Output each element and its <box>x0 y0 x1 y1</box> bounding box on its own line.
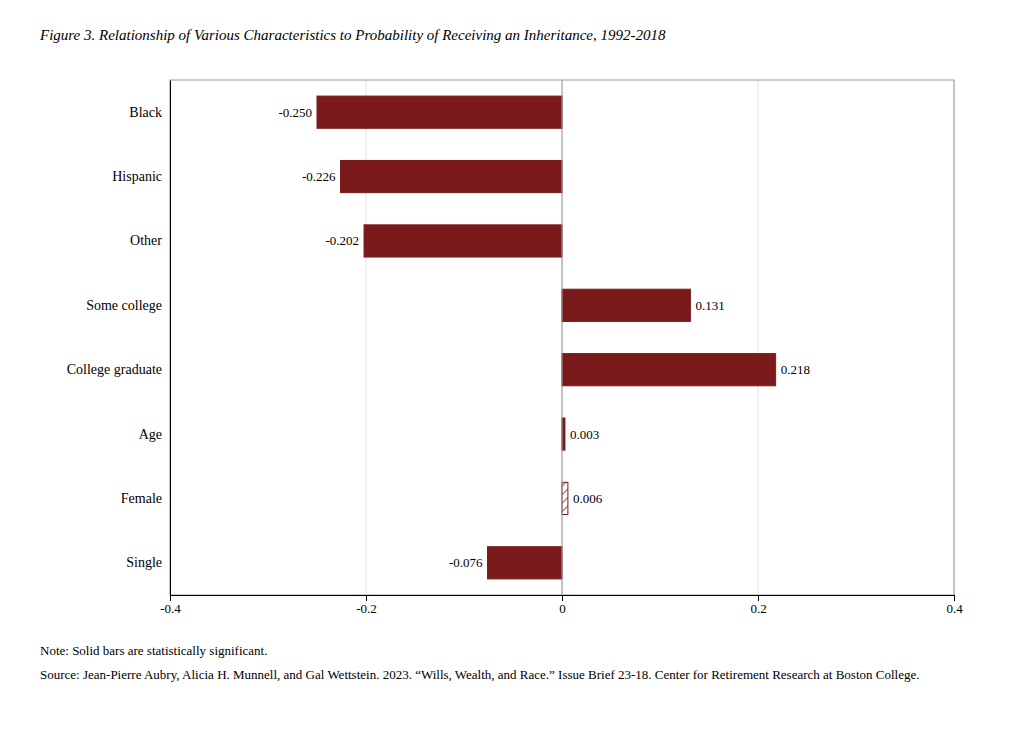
annotation: Source: Jean-Pierre Aubry, Alicia H. Mun… <box>40 667 919 682</box>
bar <box>341 160 562 192</box>
annotation: Note: Solid bars are statistically signi… <box>40 643 267 658</box>
plot: -0.250 -0.226 -0.202 0.131 0.218 0.003 0.006 -0… <box>67 80 963 616</box>
grid-line <box>366 80 367 595</box>
grid-line <box>758 80 759 595</box>
axis-line <box>171 596 955 602</box>
tick-label: College graduate <box>67 362 162 377</box>
x-axis: -0.4 -0.2 0 0.2 0.4 <box>160 595 963 616</box>
bar <box>488 547 562 579</box>
bar <box>562 354 776 386</box>
tick-label: Age <box>139 427 162 442</box>
bars <box>317 80 776 595</box>
tick: 0 <box>559 595 566 616</box>
bar <box>562 482 568 514</box>
tick: Female <box>121 491 170 506</box>
tick: Single <box>126 555 170 570</box>
tick-label: Black <box>129 105 162 120</box>
data-label: 0.131 <box>695 298 724 313</box>
data-label: -0.076 <box>449 555 483 570</box>
tick: College graduate <box>67 362 170 377</box>
tick-mark <box>758 595 759 601</box>
data-label: 0.006 <box>573 491 603 506</box>
data-label: -0.226 <box>302 169 336 184</box>
chart: Figure 3. Relationship of Various Charac… <box>0 0 1024 745</box>
grid <box>170 80 954 595</box>
annotations: Note: Solid bars are statistically signi… <box>40 643 919 682</box>
title: Figure 3. Relationship of Various Charac… <box>39 27 666 43</box>
bar <box>364 225 562 257</box>
tick-label: 0 <box>559 601 566 616</box>
tick: Hispanic <box>112 169 170 184</box>
data-labels: -0.250 -0.226 -0.202 0.131 0.218 0.003 0.006 -0… <box>278 105 809 571</box>
tick: 0.4 <box>946 595 963 616</box>
data-label: -0.250 <box>278 105 312 120</box>
data-label: 0.218 <box>781 362 810 377</box>
tick-label: Single <box>126 555 162 570</box>
grid-line <box>562 80 563 595</box>
plot-frame <box>170 80 954 595</box>
tick: Black <box>129 105 170 120</box>
tick: -0.2 <box>356 595 377 616</box>
tick: -0.4 <box>160 595 181 616</box>
tick-mark <box>170 595 171 601</box>
tick-label: Other <box>130 233 162 248</box>
tick-label: Female <box>121 491 162 506</box>
tick-mark <box>562 595 563 601</box>
bar <box>562 289 690 321</box>
tick: Some college <box>86 298 170 313</box>
tick: 0.2 <box>750 595 766 616</box>
bar <box>317 96 562 128</box>
tick-mark <box>954 595 955 601</box>
tick-label: -0.2 <box>356 601 377 616</box>
tick-label: -0.4 <box>160 601 181 616</box>
data-label: 0.003 <box>570 427 599 442</box>
tick-label: Hispanic <box>112 169 162 184</box>
tick-label: 0.4 <box>946 601 963 616</box>
axis-line <box>170 81 171 596</box>
tick-mark <box>366 595 367 601</box>
tick-label: Some college <box>86 298 162 313</box>
data-label: -0.202 <box>325 233 359 248</box>
zero-line <box>562 80 563 595</box>
y-axis: Black Hispanic Other Some college College gr… <box>67 81 171 596</box>
tick-label: 0.2 <box>750 601 766 616</box>
tick: Age <box>139 427 170 442</box>
tick: Other <box>130 233 170 248</box>
